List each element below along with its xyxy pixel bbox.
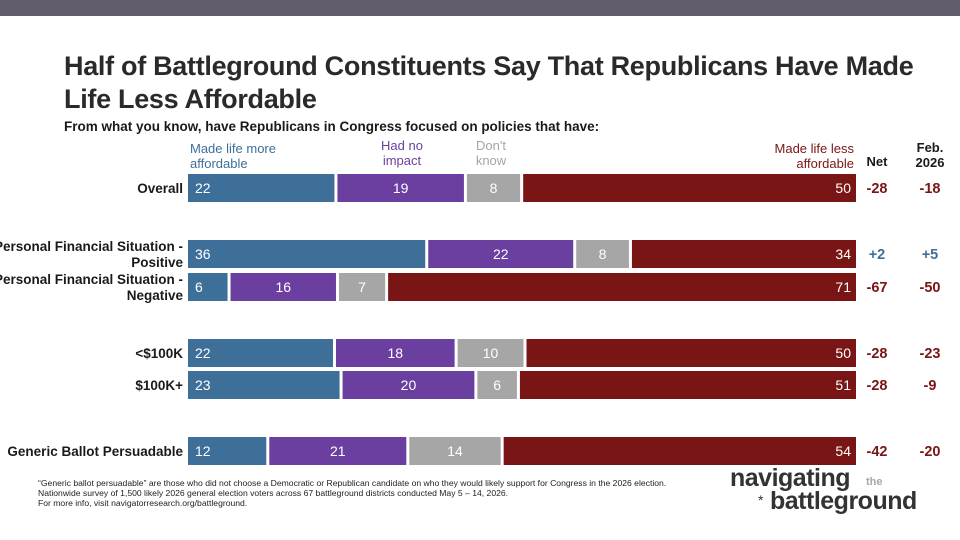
top-bar bbox=[0, 0, 960, 16]
bar-had-no-impact bbox=[337, 174, 464, 202]
row-label: Personal Financial Situation - bbox=[0, 239, 183, 254]
bar-value-label: 10 bbox=[483, 345, 499, 361]
row-label: Personal Financial Situation - bbox=[0, 272, 183, 287]
bar-value-label: 51 bbox=[835, 377, 851, 393]
row-label: Negative bbox=[127, 288, 184, 303]
header-made-life-more-affordable: Made life more affordable bbox=[190, 141, 276, 171]
logo-line-navigating: navigating bbox=[730, 464, 851, 492]
bar-had-no-impact bbox=[230, 273, 336, 301]
bar-made-life-more-affordable bbox=[188, 273, 228, 301]
bar-value-label: 54 bbox=[835, 443, 851, 459]
bar-value-label: 50 bbox=[835, 180, 851, 196]
bar-value-label: 21 bbox=[330, 443, 346, 459]
logo-line-battleground: battleground bbox=[770, 487, 917, 515]
net-value: +2 bbox=[869, 247, 886, 263]
bar-dont-know bbox=[338, 273, 386, 301]
bar-had-no-impact bbox=[342, 371, 475, 399]
row-label: Generic Ballot Persuadable bbox=[7, 444, 183, 459]
bar-dont-know bbox=[466, 174, 521, 202]
bar-made-life-more-affordable bbox=[188, 174, 335, 202]
bar-dont-know bbox=[409, 437, 501, 465]
feb-2026-value: -20 bbox=[920, 444, 941, 460]
logo-star-icon: * bbox=[758, 492, 764, 508]
logo-the: the bbox=[866, 476, 883, 488]
bar-value-label: 22 bbox=[195, 345, 211, 361]
feb-2026-value: +5 bbox=[922, 247, 939, 263]
bar-value-label: 7 bbox=[358, 279, 366, 295]
feb-2026-value: -18 bbox=[920, 181, 941, 197]
bar-value-label: 6 bbox=[493, 377, 501, 393]
header-net: Net bbox=[866, 154, 888, 169]
bar-made-life-less-affordable bbox=[503, 437, 856, 465]
navigating-the-battleground-logo: navigating the * battleground bbox=[730, 464, 950, 520]
bar-dont-know bbox=[457, 339, 524, 367]
footnote-persuadable: “Generic ballot persuadable” are those w… bbox=[38, 478, 667, 488]
header-had-no-impact: Had no impact bbox=[381, 138, 423, 168]
feb-2026-value: -9 bbox=[924, 378, 937, 394]
bar-made-life-less-affordable bbox=[526, 339, 856, 367]
bar-value-label: 6 bbox=[195, 279, 203, 295]
net-value: -28 bbox=[867, 181, 888, 197]
bar-value-label: 34 bbox=[835, 246, 851, 262]
bar-value-label: 12 bbox=[195, 443, 211, 459]
footnote-more-info: For more info, visit navigatorresearch.o… bbox=[38, 498, 248, 508]
bar-made-life-more-affordable bbox=[188, 437, 267, 465]
feb-2026-value: -23 bbox=[920, 346, 941, 362]
header-made-life-less-affordable: Made life less affordable bbox=[774, 141, 854, 171]
bar-value-label: 50 bbox=[835, 345, 851, 361]
bar-value-label: 19 bbox=[393, 180, 409, 196]
bar-made-life-less-affordable bbox=[631, 240, 856, 268]
bar-value-label: 22 bbox=[195, 180, 211, 196]
bar-had-no-impact bbox=[335, 339, 455, 367]
bar-made-life-less-affordable bbox=[523, 174, 856, 202]
row-label: Positive bbox=[131, 255, 183, 270]
chart-subtitle: From what you know, have Republicans in … bbox=[64, 119, 600, 134]
bar-made-life-more-affordable bbox=[188, 371, 340, 399]
footnote-survey: Nationwide survey of 1,500 likely 2026 g… bbox=[38, 488, 509, 498]
bar-made-life-less-affordable bbox=[519, 371, 856, 399]
net-value: -42 bbox=[867, 444, 888, 460]
bar-value-label: 22 bbox=[493, 246, 509, 262]
bar-value-label: 18 bbox=[388, 345, 404, 361]
bar-dont-know bbox=[477, 371, 517, 399]
bar-had-no-impact bbox=[269, 437, 407, 465]
footnotes: “Generic ballot persuadable” are those w… bbox=[38, 478, 698, 508]
bar-had-no-impact bbox=[428, 240, 574, 268]
bar-value-label: 23 bbox=[195, 377, 211, 393]
net-value: -28 bbox=[867, 346, 888, 362]
bar-value-label: 8 bbox=[599, 246, 607, 262]
bar-made-life-less-affordable bbox=[388, 273, 856, 301]
net-value: -28 bbox=[867, 378, 888, 394]
row-label: Overall bbox=[137, 181, 183, 196]
row-label: $100K+ bbox=[135, 378, 183, 393]
net-value: -67 bbox=[867, 280, 888, 296]
bar-made-life-more-affordable bbox=[188, 240, 426, 268]
bar-value-label: 14 bbox=[447, 443, 463, 459]
feb-2026-value: -50 bbox=[920, 280, 941, 296]
bar-value-label: 8 bbox=[490, 180, 498, 196]
bar-value-label: 16 bbox=[275, 279, 291, 295]
header-dont-know: Don't know bbox=[475, 138, 507, 168]
bar-dont-know bbox=[576, 240, 629, 268]
bar-value-label: 71 bbox=[835, 279, 851, 295]
header-feb-2026: Feb. 2026 bbox=[915, 140, 945, 170]
bar-value-label: 36 bbox=[195, 246, 211, 262]
bar-value-label: 20 bbox=[401, 377, 417, 393]
row-label: <$100K bbox=[135, 346, 183, 361]
chart-title: Half of Battleground Constituents Say Th… bbox=[64, 51, 914, 114]
bar-made-life-more-affordable bbox=[188, 339, 333, 367]
